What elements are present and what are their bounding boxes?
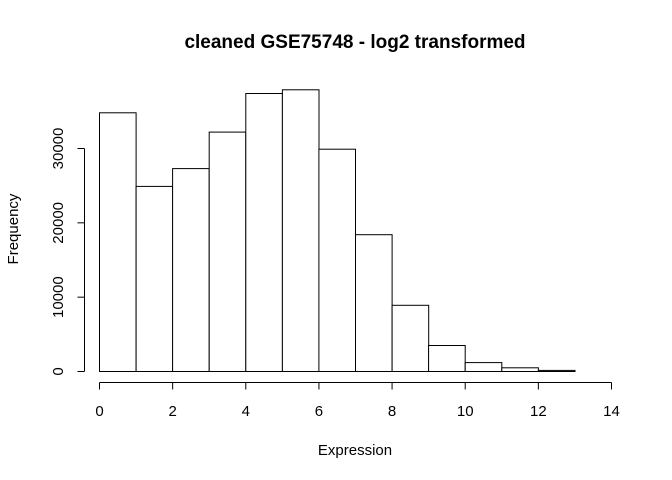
histogram-bar xyxy=(501,367,539,372)
x-axis-label: Expression xyxy=(318,442,392,459)
x-tick-label: 14 xyxy=(603,403,620,420)
y-tick-label: 30000 xyxy=(50,128,67,170)
histogram-bar xyxy=(464,362,503,373)
x-tick-label: 2 xyxy=(168,403,176,420)
histogram-bar xyxy=(99,112,137,373)
y-tick-label: 10000 xyxy=(50,276,67,318)
y-tick-label: 20000 xyxy=(50,202,67,244)
histogram-bar xyxy=(318,148,356,372)
histogram-bar xyxy=(208,131,247,372)
chart-title: cleaned GSE75748 - log2 transformed xyxy=(184,32,525,53)
y-axis: 0 10000 20000 30000 xyxy=(50,128,85,376)
histogram-bar xyxy=(281,89,320,373)
histogram-bar xyxy=(135,185,174,372)
x-tick-label: 4 xyxy=(242,403,250,420)
histogram-bar xyxy=(391,304,430,372)
y-axis-label: Frequency xyxy=(5,193,22,264)
x-tick-label: 10 xyxy=(457,403,474,420)
histogram-bar xyxy=(355,234,393,372)
histogram-bar xyxy=(172,168,210,372)
x-tick-label: 6 xyxy=(315,403,323,420)
histogram-bar xyxy=(537,369,576,372)
histogram-bar xyxy=(245,93,283,372)
x-tick-label: 8 xyxy=(388,403,396,420)
histogram-bar xyxy=(428,345,466,372)
y-tick-label: 0 xyxy=(50,367,67,375)
x-tick-label: 12 xyxy=(530,403,547,420)
bars-group xyxy=(99,89,576,373)
x-tick-label: 0 xyxy=(95,403,103,420)
x-axis: 0 2 4 6 8 10 12 14 xyxy=(95,382,620,420)
